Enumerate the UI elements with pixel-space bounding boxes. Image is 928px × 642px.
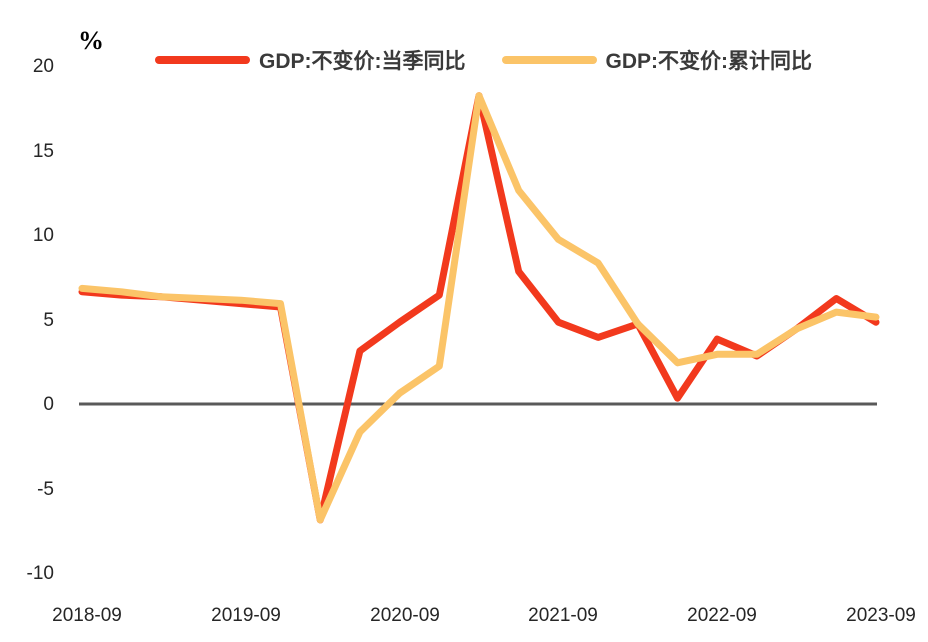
x-tick-label: 2019-09 — [211, 605, 281, 626]
series-line-0 — [78, 92, 880, 524]
x-tick-label: 2022-09 — [687, 605, 757, 626]
legend-line-swatch-quarterly — [155, 56, 250, 64]
legend-item-cumulative-yoy: GDP:不变价:累计同比 — [501, 45, 813, 75]
y-axis-unit-label: % — [78, 26, 104, 55]
y-tick-label: 15 — [32, 141, 54, 162]
series-line-1 — [78, 92, 880, 524]
y-tick-label: 0 — [43, 394, 54, 415]
legend-item-quarterly-yoy: GDP:不变价:当季同比 — [155, 45, 466, 75]
series-lines — [78, 92, 880, 524]
legend-line-swatch-cumulative — [501, 56, 597, 64]
legend: GDP:不变价:当季同比 GDP:不变价:累计同比 — [155, 46, 812, 74]
legend-label-quarterly: GDP:不变价:当季同比 — [259, 50, 466, 73]
y-tick-label: -10 — [26, 563, 54, 584]
y-tick-label: 10 — [32, 225, 54, 246]
legend-label-cumulative: GDP:不变价:累计同比 — [605, 50, 813, 73]
y-tick-label: -5 — [37, 479, 54, 500]
y-tick-label: 20 — [32, 56, 54, 77]
y-tick-label: 5 — [43, 310, 54, 331]
x-tick-label: 2018-09 — [52, 605, 122, 626]
x-tick-label: 2023-09 — [846, 605, 916, 626]
x-tick-label: 2021-09 — [528, 605, 598, 626]
x-tick-label: 2020-09 — [370, 605, 440, 626]
